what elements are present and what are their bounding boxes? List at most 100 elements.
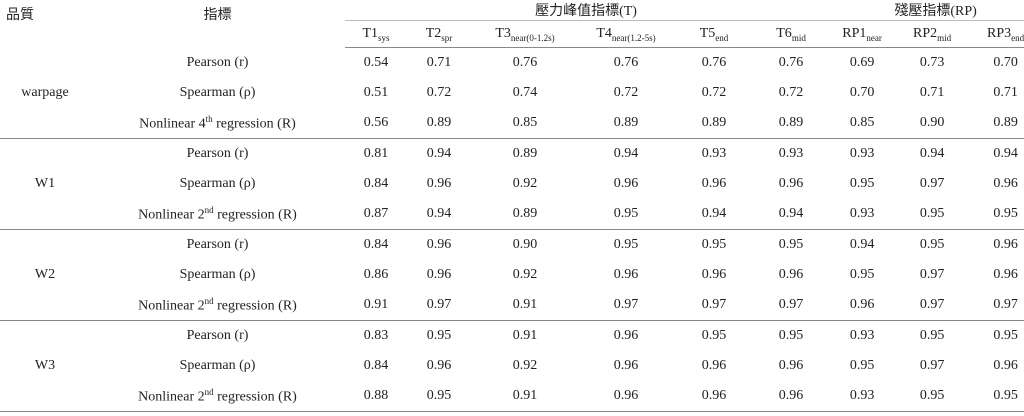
- value-cell: 0.89: [471, 199, 579, 230]
- metric-label: Nonlinear 2nd regression (R): [90, 199, 345, 230]
- column-name: T4: [596, 25, 612, 41]
- value-cell: 0.96: [613, 176, 639, 191]
- column-subscript: mid: [937, 32, 952, 43]
- table-row: warpage Pearson (r) 0.54 0.71 0.76 0.76 0.76 0.…: [0, 47, 1024, 139]
- value-cell: 0.71: [993, 85, 1018, 100]
- metric-label: Spearman (ρ): [90, 260, 345, 290]
- value-cell: 0.96: [778, 267, 804, 282]
- value-cell: 0.71: [919, 85, 945, 100]
- column-name: T6: [776, 25, 792, 41]
- value-cell: 0.96: [426, 358, 452, 373]
- value-cell: 0.83: [363, 328, 389, 343]
- column-name: RP2: [913, 25, 938, 41]
- value-cell: 0.95: [579, 199, 673, 230]
- value-cell: 0.95: [849, 176, 875, 191]
- value-cell: 0.95: [967, 381, 1024, 412]
- metric-label: Pearson (r): [90, 230, 345, 261]
- column-name: RP3: [987, 25, 1012, 41]
- column-header: RP1near: [827, 20, 898, 48]
- value-cell: 0.93: [778, 146, 804, 161]
- value-cell: 0.96: [426, 267, 452, 282]
- column-header: T4near(1.2-5s): [579, 20, 673, 48]
- value-cell: 0.97: [919, 176, 945, 191]
- value-cell: 0.95: [778, 328, 804, 343]
- value-cell: 0.96: [993, 237, 1018, 252]
- value-cell: 0.95: [967, 199, 1024, 230]
- table-row: Nonlinear 2nd regression (R) 0.91 0.97 0.91…: [0, 290, 1024, 321]
- table-row: Nonlinear 2nd regression (R) 0.88 0.95 0.91…: [0, 381, 1024, 412]
- column-subscript: near(0-1.2s): [510, 32, 555, 43]
- header-cell: 指標: [203, 8, 232, 23]
- value-cell: 0.93: [827, 199, 898, 230]
- header-cell: 壓力峰值指標(T): [345, 0, 828, 21]
- value-cell: 0.95: [426, 328, 452, 343]
- value-cell: 0.95: [778, 237, 804, 252]
- value-cell: 0.94: [673, 199, 755, 230]
- table-row: Spearman (ρ) 0.51 0.72 0.74 0.72 0.72 0.72 0.70…: [0, 78, 1024, 108]
- column-name: T1: [362, 25, 379, 41]
- column-subscript: near: [866, 32, 882, 43]
- value-cell: 0.96: [701, 267, 727, 282]
- value-cell: 0.94: [919, 146, 945, 161]
- value-cell: 0.97: [919, 267, 945, 282]
- value-cell: 0.97: [755, 290, 828, 321]
- value-cell: 0.91: [471, 381, 579, 412]
- metric-label: Spearman (ρ): [90, 78, 345, 108]
- column-header: T2spr: [407, 20, 471, 48]
- value-cell: 0.93: [701, 146, 727, 161]
- table-row: Nonlinear 2nd regression (R) 0.87 0.94 0.89…: [0, 199, 1024, 230]
- metric-label: Pearson (r): [90, 48, 345, 79]
- value-cell: 0.95: [919, 237, 945, 252]
- group-name: warpage: [0, 47, 90, 139]
- value-cell: 0.96: [778, 176, 804, 191]
- value-cell: 0.72: [701, 85, 727, 100]
- value-cell: 0.95: [701, 328, 727, 343]
- column-subscript: spr: [441, 32, 453, 43]
- value-cell: 0.73: [919, 55, 945, 70]
- value-cell: 0.72: [778, 85, 804, 100]
- metric-text: Nonlinear 2: [138, 298, 205, 314]
- header-row: T1sys T2spr T3near(0-1.2s) T4near(1.2-5s) T5…: [0, 20, 1024, 48]
- value-cell: 0.95: [993, 328, 1018, 343]
- value-cell: 0.93: [849, 328, 875, 343]
- value-cell: 0.95: [701, 237, 727, 252]
- value-cell: 0.96: [993, 176, 1018, 191]
- value-cell: 0.91: [345, 290, 407, 321]
- value-cell: 0.96: [827, 290, 898, 321]
- metric-label: Nonlinear 4th regression (R): [90, 108, 345, 139]
- metric-superscript: nd: [204, 295, 214, 306]
- value-cell: 0.81: [363, 146, 389, 161]
- value-cell: 0.96: [993, 358, 1018, 373]
- table-row: W1 Pearson (r) 0.81 0.94 0.89 0.94 0.93 0.93 0.9…: [0, 138, 1024, 230]
- metric-text: Spearman (ρ): [179, 85, 256, 100]
- value-cell: 0.70: [993, 55, 1018, 70]
- metric-text: Spearman (ρ): [179, 176, 256, 191]
- value-cell: 0.95: [919, 328, 945, 343]
- table-row: W2 Pearson (r) 0.84 0.96 0.90 0.95 0.95 0.95 0.9…: [0, 229, 1024, 321]
- value-cell: 0.97: [407, 290, 471, 321]
- value-cell: 0.92: [512, 358, 538, 373]
- value-cell: 0.96: [778, 358, 804, 373]
- value-cell: 0.95: [849, 358, 875, 373]
- column-subscript: mid: [791, 32, 806, 43]
- metric-label: Pearson (r): [90, 321, 345, 352]
- value-cell: 0.92: [512, 267, 538, 282]
- metric-text: regression (R): [213, 207, 297, 223]
- metric-label: Spearman (ρ): [90, 351, 345, 381]
- metric-label: Nonlinear 2nd regression (R): [90, 290, 345, 321]
- value-cell: 0.96: [426, 176, 452, 191]
- column-subscript: end: [715, 32, 729, 43]
- metric-text: Pearson (r): [186, 54, 249, 70]
- table-row: Spearman (ρ) 0.86 0.96 0.92 0.96 0.96 0.96 0.95…: [0, 260, 1024, 290]
- metric-text: Nonlinear 2: [138, 207, 205, 223]
- column-header: RP3end: [967, 20, 1024, 48]
- column-name: RP1: [842, 25, 867, 41]
- column-name: T2: [425, 25, 442, 41]
- value-cell: 0.94: [755, 199, 828, 230]
- column-header: T1sys: [345, 20, 407, 48]
- value-cell: 0.76: [613, 55, 639, 70]
- value-cell: 0.91: [512, 328, 538, 343]
- value-cell: 0.72: [426, 85, 452, 100]
